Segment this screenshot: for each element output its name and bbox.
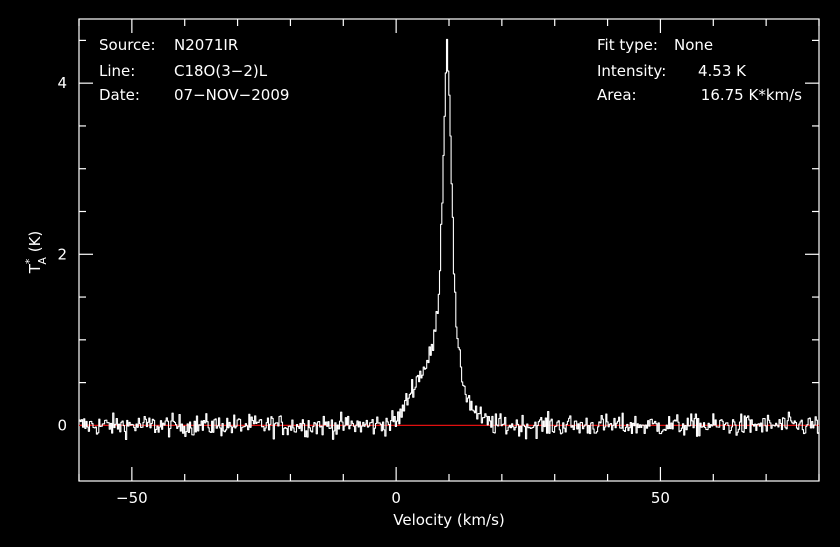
y-tick-label: 0 (57, 416, 67, 434)
x-tick-label: −50 (116, 489, 148, 507)
x-tick-label: 50 (651, 489, 670, 507)
line-label: Line: (99, 62, 135, 80)
source-value: N2071IR (174, 36, 238, 54)
axis-ticks (78, 19, 820, 481)
y-tick-label: 4 (57, 74, 67, 92)
x-tick-label: 0 (391, 489, 401, 507)
y-axis-label-sub: A (36, 257, 49, 265)
area-value: 16.75 K*km/s (701, 86, 802, 104)
axis-tick-labels: −50 0 50 0 2 4 (57, 74, 670, 507)
y-axis-label-main: T (26, 263, 44, 274)
line-value: C18O(3−2)L (174, 62, 268, 80)
source-label: Source: (99, 36, 156, 54)
svg-text:T*A (K): T*A (K) (23, 231, 49, 275)
date-value: 07−NOV−2009 (174, 86, 289, 104)
fit-type-label: Fit type: (597, 36, 658, 54)
intensity-label: Intensity: (597, 62, 666, 80)
spectrum-series-line (79, 38, 820, 441)
y-tick-label: 2 (57, 245, 67, 263)
date-label: Date: (99, 86, 140, 104)
x-axis-label: Velocity (km/s) (393, 511, 504, 529)
intensity-value: 4.53 K (698, 62, 747, 80)
y-axis-label-unit: (K) (26, 231, 44, 257)
y-axis-label: T*A (K) (23, 231, 49, 275)
y-axis-label-sup: * (23, 258, 36, 264)
fit-type-value: None (674, 36, 713, 54)
area-label: Area: (597, 86, 637, 104)
